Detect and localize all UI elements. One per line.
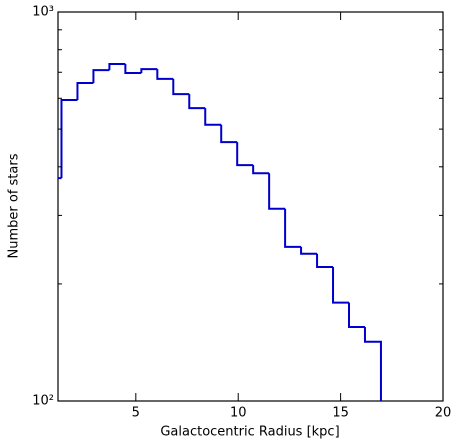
histogram-step — [236, 142, 254, 167]
histogram-step — [268, 173, 286, 210]
plot-frame — [57, 11, 444, 402]
histogram-step — [58, 177, 62, 180]
y-axis-label: Number of stars — [7, 153, 22, 258]
histogram-step — [76, 81, 94, 100]
histogram-step — [316, 253, 334, 269]
histogram-step — [140, 68, 158, 73]
histogram-step — [300, 246, 318, 255]
histogram-step — [124, 64, 142, 74]
plot-area — [58, 63, 382, 401]
histogram-step — [348, 302, 365, 328]
y-tick-label: 10² — [32, 394, 54, 409]
histogram-step — [363, 326, 382, 401]
histogram-step — [204, 108, 222, 126]
x-tick-label: 10 — [230, 406, 247, 421]
histogram-step — [108, 63, 126, 71]
histogram-step — [220, 124, 238, 144]
histogram-step — [188, 94, 206, 110]
x-tick-label: 5 — [132, 406, 140, 421]
histogram-step — [156, 69, 174, 80]
x-axis-label: Galactocentric Radius [kpc] — [160, 425, 339, 440]
x-tick-label: 20 — [435, 406, 452, 421]
x-tick-label: 15 — [332, 406, 349, 421]
histogram-step — [92, 69, 110, 83]
histogram-step — [252, 165, 270, 175]
histogram-step — [332, 267, 350, 304]
histogram-step — [60, 98, 78, 179]
histogram-step — [284, 208, 302, 248]
y-tick-label: 10³ — [32, 5, 54, 20]
histogram-step — [172, 78, 190, 96]
